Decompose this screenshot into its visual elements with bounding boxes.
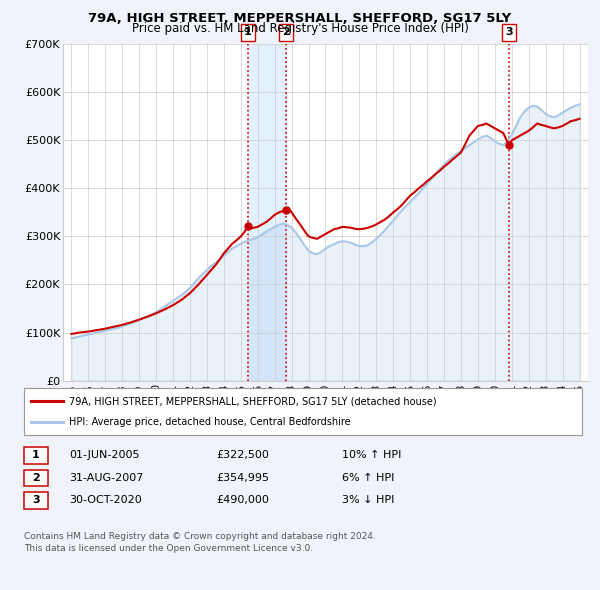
Bar	[248, 44, 286, 381]
Text: This data is licensed under the Open Government Licence v3.0.: This data is licensed under the Open Gov…	[24, 544, 313, 553]
Text: 30-OCT-2020: 30-OCT-2020	[69, 496, 142, 505]
Text: 2: 2	[32, 473, 40, 483]
Text: 31-AUG-2007: 31-AUG-2007	[69, 473, 143, 483]
Text: £322,500: £322,500	[216, 451, 269, 460]
Text: 79A, HIGH STREET, MEPPERSHALL, SHEFFORD, SG17 5LY (detached house): 79A, HIGH STREET, MEPPERSHALL, SHEFFORD,…	[69, 396, 437, 407]
Text: 3: 3	[505, 27, 513, 37]
Text: 3: 3	[32, 496, 40, 505]
Text: Price paid vs. HM Land Registry's House Price Index (HPI): Price paid vs. HM Land Registry's House …	[131, 22, 469, 35]
Text: 3% ↓ HPI: 3% ↓ HPI	[342, 496, 394, 505]
Text: HPI: Average price, detached house, Central Bedfordshire: HPI: Average price, detached house, Cent…	[69, 417, 350, 427]
Text: 2: 2	[282, 27, 290, 37]
Text: 01-JUN-2005: 01-JUN-2005	[69, 451, 139, 460]
Text: 1: 1	[244, 27, 252, 37]
Text: £354,995: £354,995	[216, 473, 269, 483]
Text: 6% ↑ HPI: 6% ↑ HPI	[342, 473, 394, 483]
Text: 79A, HIGH STREET, MEPPERSHALL, SHEFFORD, SG17 5LY: 79A, HIGH STREET, MEPPERSHALL, SHEFFORD,…	[88, 12, 512, 25]
Text: Contains HM Land Registry data © Crown copyright and database right 2024.: Contains HM Land Registry data © Crown c…	[24, 532, 376, 541]
Text: 10% ↑ HPI: 10% ↑ HPI	[342, 451, 401, 460]
Text: £490,000: £490,000	[216, 496, 269, 505]
Text: 1: 1	[32, 451, 40, 460]
